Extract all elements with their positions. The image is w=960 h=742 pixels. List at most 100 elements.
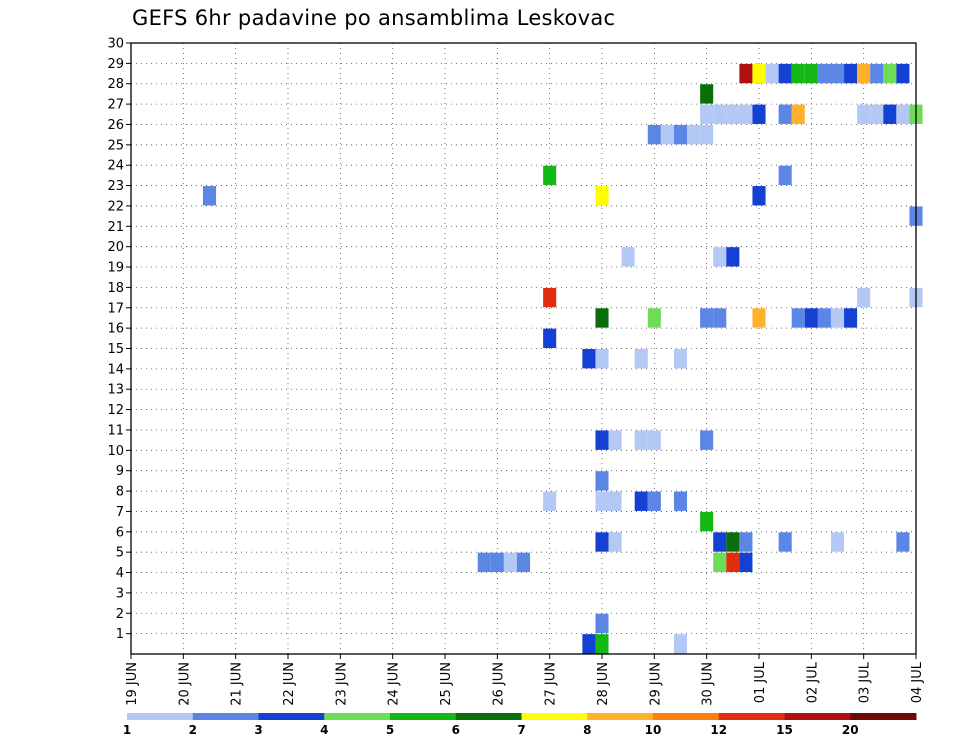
data-cell	[765, 63, 779, 84]
y-tick-label: 10	[107, 444, 124, 459]
data-cell	[726, 532, 740, 552]
data-cell	[726, 104, 740, 124]
data-cell	[634, 349, 648, 369]
data-cell	[830, 308, 845, 328]
data-cell	[857, 287, 871, 308]
colorbar-label: 2	[189, 723, 197, 737]
data-cell	[830, 63, 845, 84]
data-cell	[726, 552, 740, 573]
data-cell	[830, 532, 845, 552]
data-cell	[778, 104, 792, 124]
data-cell	[739, 63, 753, 84]
colorbar-swatch	[455, 713, 522, 720]
y-tick-label: 3	[116, 586, 124, 601]
data-cell	[817, 308, 831, 328]
data-cell	[752, 104, 766, 124]
data-cell	[595, 308, 609, 328]
data-cell	[595, 186, 609, 206]
y-tick-label: 27	[107, 98, 124, 113]
data-cell	[595, 634, 609, 654]
data-cell	[516, 552, 531, 573]
data-cell	[595, 471, 609, 491]
x-tick-label: 24 JUN	[387, 662, 402, 706]
colorbar-swatch	[324, 713, 391, 720]
data-cell	[870, 104, 884, 124]
data-cell	[608, 532, 622, 552]
data-cell	[870, 63, 884, 84]
colorbar-swatch	[521, 713, 588, 720]
data-cell	[726, 247, 740, 267]
data-cell	[595, 613, 609, 634]
data-cell	[634, 491, 648, 511]
data-cell	[713, 247, 727, 267]
y-tick-label: 13	[107, 383, 124, 398]
data-cell	[477, 552, 491, 573]
colorbar-swatch	[718, 713, 785, 720]
data-cell	[778, 63, 792, 84]
data-cell	[844, 308, 858, 328]
colorbar-label: 20	[842, 723, 859, 737]
colorbar-swatch	[784, 713, 851, 720]
colorbar-swatch	[192, 713, 259, 720]
data-cell	[595, 532, 609, 552]
y-tick-label: 20	[107, 240, 124, 255]
y-tick-label: 11	[107, 423, 124, 438]
y-tick-label: 6	[116, 525, 124, 540]
x-tick-label: 29 JUN	[648, 662, 663, 706]
y-tick-label: 12	[107, 403, 124, 418]
data-cell	[752, 63, 766, 84]
colorbar-label: 7	[517, 723, 525, 737]
data-cell	[634, 430, 648, 450]
data-cell	[660, 124, 674, 145]
data-cell	[752, 308, 766, 328]
y-tick-label: 22	[107, 199, 124, 214]
data-cell	[202, 186, 217, 206]
y-tick-label: 8	[116, 485, 124, 500]
data-cell	[687, 124, 701, 145]
data-cell	[700, 511, 714, 532]
data-cell	[857, 104, 871, 124]
data-cell	[673, 349, 688, 369]
data-cell	[608, 491, 622, 511]
y-tick-label: 16	[107, 322, 124, 337]
data-cell	[595, 430, 609, 450]
data-cell	[582, 349, 596, 369]
x-tick-label: 19 JUN	[125, 662, 140, 706]
data-cell	[752, 186, 766, 206]
data-cell	[817, 63, 831, 84]
colorbar-label: 8	[583, 723, 591, 737]
data-cell	[595, 349, 609, 369]
data-cell	[857, 63, 871, 84]
x-tick-label: 23 JUN	[334, 662, 349, 706]
colorbar-label: 5	[386, 723, 394, 737]
data-cell	[739, 104, 753, 124]
y-tick-label: 30	[107, 37, 124, 52]
colorbar-label: 12	[710, 723, 727, 737]
y-tick-label: 7	[116, 505, 124, 520]
data-cell	[896, 104, 910, 124]
x-tick-label: 21 JUN	[230, 662, 245, 706]
data-cell	[896, 63, 910, 84]
chart-title: GEFS 6hr padavine po ansamblima Leskovac	[132, 6, 616, 30]
data-cell	[778, 165, 792, 186]
data-cell	[804, 308, 818, 328]
data-cell	[883, 63, 897, 84]
data-cell	[713, 308, 727, 328]
data-cell	[713, 104, 727, 124]
y-tick-label: 28	[107, 77, 124, 92]
data-cell	[582, 634, 596, 654]
data-cell	[608, 430, 622, 450]
x-tick-label: 02 JUL	[805, 661, 820, 703]
data-cell	[778, 532, 792, 552]
data-cell	[543, 287, 557, 308]
y-tick-label: 25	[107, 138, 124, 153]
colorbar-label: 3	[254, 723, 262, 737]
colorbar-label: 10	[645, 723, 662, 737]
data-cell	[713, 532, 727, 552]
y-tick-label: 4	[116, 566, 124, 581]
y-tick-label: 2	[116, 607, 124, 622]
data-cell	[739, 532, 753, 552]
data-cell	[791, 308, 805, 328]
data-cell	[621, 247, 635, 267]
